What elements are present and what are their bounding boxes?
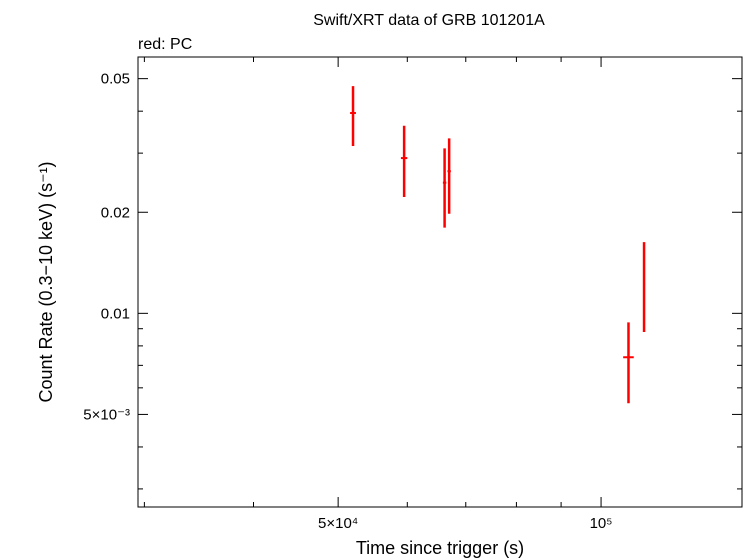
- y-tick-label: 0.01: [101, 305, 130, 322]
- data-point: [623, 322, 634, 404]
- x-tick-label: 5×10⁴: [318, 515, 358, 532]
- x-tick-label: 10⁵: [590, 515, 613, 532]
- y-tick-label: 0.05: [101, 71, 130, 88]
- data-point: [350, 86, 356, 147]
- data-series: [350, 86, 646, 404]
- axis-ticks: [138, 57, 742, 507]
- y-axis-label: Count Rate (0.3−10 keV) (s⁻¹): [36, 161, 56, 402]
- data-point: [400, 125, 408, 198]
- data-point: [447, 138, 451, 214]
- chart-title: Swift/XRT data of GRB 101201A: [313, 12, 545, 29]
- chart-subtitle: red: PC: [138, 36, 192, 53]
- data-point: [642, 242, 646, 332]
- x-axis-label: Time since trigger (s): [356, 538, 524, 558]
- y-tick-label: 5×10⁻³: [83, 406, 130, 423]
- data-point: [442, 148, 447, 228]
- y-tick-label: 0.02: [101, 204, 130, 221]
- plot-frame: [137, 56, 743, 508]
- axis-tick-labels: 5×10⁴ 10⁵ 0.05 0.02 0.01 5×10⁻³: [83, 71, 612, 532]
